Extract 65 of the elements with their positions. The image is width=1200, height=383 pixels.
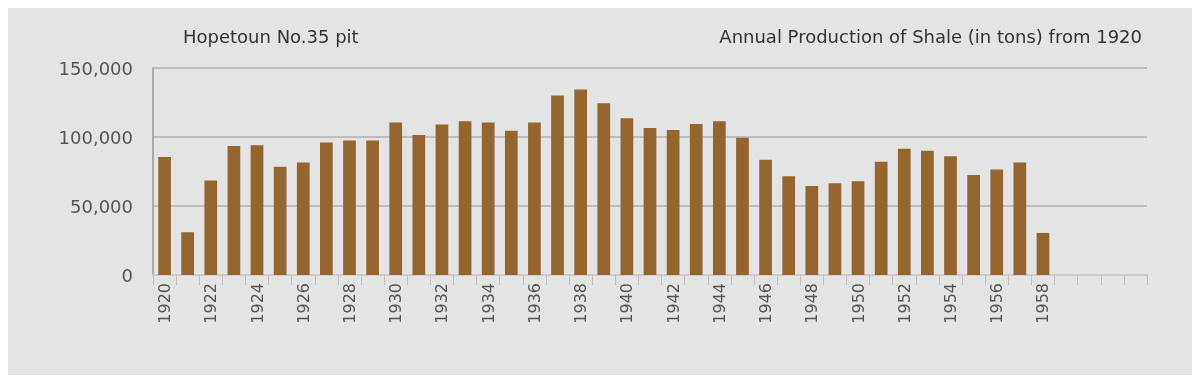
bar: [528, 122, 541, 275]
x-tick-label: 1930: [386, 283, 406, 324]
bar: [435, 124, 449, 275]
bar: [250, 145, 264, 275]
bar: [712, 121, 726, 275]
x-tick-label: 1950: [848, 283, 868, 324]
y-tick-label: 100,000: [58, 126, 133, 148]
bar: [366, 140, 379, 275]
bar: [666, 130, 680, 275]
y-tick-label: 50,000: [70, 195, 133, 217]
bar: [227, 145, 241, 275]
x-tick-label: 1952: [894, 283, 914, 324]
x-tick-label: 1934: [478, 283, 498, 324]
x-tick-label: 1942: [663, 283, 683, 324]
bar: [458, 121, 472, 275]
x-tick-label: 1958: [1033, 283, 1053, 324]
x-tick-label: 1932: [432, 283, 452, 324]
x-tick-label: 1926: [293, 283, 313, 324]
bar: [874, 161, 888, 275]
bar: [944, 156, 957, 275]
bar: [204, 180, 218, 275]
x-tick-label: 1948: [802, 283, 822, 324]
x-tick-label: 1924: [247, 283, 267, 324]
x-tick-label: 1956: [987, 283, 1007, 324]
x-tick-label: 1920: [155, 283, 175, 324]
y-tick-label: 150,000: [58, 57, 133, 79]
bar: [551, 95, 564, 275]
bar: [574, 89, 588, 275]
bar: [689, 123, 703, 275]
x-tick-label: 1954: [941, 283, 961, 324]
bar: [851, 181, 865, 275]
bar: [805, 185, 819, 275]
bar: [504, 130, 518, 275]
chart-subtitle: Hopetoun No.35 pit: [183, 25, 359, 47]
bar: [736, 137, 749, 275]
x-tick-label: 1940: [617, 283, 637, 324]
bar: [759, 159, 772, 275]
bar: [296, 162, 310, 275]
bar: [389, 122, 403, 275]
x-tick-label: 1946: [756, 283, 776, 324]
bar: [158, 157, 171, 275]
bar: [481, 122, 495, 275]
bar: [620, 118, 634, 275]
bar: [1013, 162, 1027, 275]
bar: [343, 140, 356, 275]
x-tick-label: 1938: [571, 283, 591, 324]
x-tick-label: 1944: [709, 283, 729, 324]
x-tick-label: 1922: [201, 283, 221, 324]
bar: [967, 174, 980, 275]
bar: [1036, 232, 1050, 275]
bar: [412, 134, 426, 275]
bar: [597, 103, 611, 275]
x-tick-label: 1928: [339, 283, 359, 324]
bar: [181, 232, 195, 275]
x-tick-label: 1936: [524, 283, 544, 324]
bar: [921, 150, 934, 275]
chart-title: Annual Production of Shale (in tons) from 1920: [719, 25, 1142, 47]
bar: [990, 169, 1004, 275]
bar: [320, 142, 333, 275]
bar: [782, 176, 796, 275]
bar: [897, 148, 911, 275]
y-tick-label: 0: [121, 264, 133, 286]
bar: [273, 166, 287, 275]
bar: [828, 183, 842, 275]
bar: [643, 128, 657, 275]
